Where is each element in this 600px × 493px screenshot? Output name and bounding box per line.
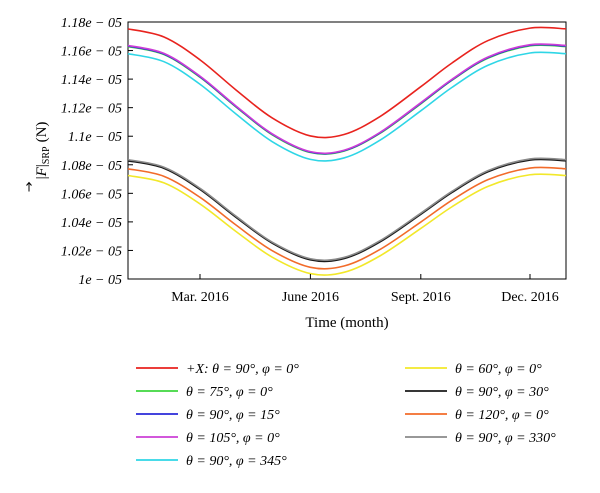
x-tick-label: Mar. 2016 <box>171 290 229 305</box>
x-tick-label: Sept. 2016 <box>391 290 451 305</box>
y-tick-label: 1.18e − 05 <box>61 16 122 31</box>
legend-label: θ = 90°, φ = 15° <box>186 408 280 423</box>
series-line <box>127 43 567 155</box>
series-line <box>127 158 567 263</box>
svg-text:|F|SRP(N): |F|SRP(N) <box>34 122 52 180</box>
legend-label: θ = 120°, φ = 0° <box>455 408 549 423</box>
legend-label: θ = 105°, φ = 0° <box>186 431 280 446</box>
legend-label: +X: θ = 90°, φ = 0° <box>186 362 299 377</box>
legend: +X: θ = 90°, φ = 0° θ = 75°, φ = 0° θ = 90… <box>136 362 556 469</box>
y-tick-label: 1.04e − 05 <box>61 216 122 231</box>
y-tick-label: 1.16e − 05 <box>61 45 122 60</box>
series-line <box>127 157 567 262</box>
y-tick-label: 1.08e − 05 <box>61 159 122 174</box>
y-axis-title-bar-left: | <box>34 176 50 179</box>
y-axis-ticks: 1e − 05 1.02e − 05 1.04e − 05 1.06e − 05 1.0… <box>61 16 133 288</box>
y-axis-title-subscript: SRP <box>41 146 52 164</box>
plot-frame <box>127 21 567 280</box>
series-line <box>127 173 567 276</box>
series-line <box>127 166 567 270</box>
series-line <box>127 26 567 139</box>
x-axis-ticks: Mar. 2016 June 2016 Sept. 2016 Dec. 2016 <box>171 274 559 305</box>
y-tick-label: 1e − 05 <box>78 273 122 288</box>
y-axis-title: |F|SRP(N) <box>26 122 52 192</box>
y-tick-label: 1.06e − 05 <box>61 187 122 202</box>
legend-label: θ = 75°, φ = 0° <box>186 385 273 400</box>
y-tick-label: 1.12e − 05 <box>61 102 122 117</box>
x-tick-label: Dec. 2016 <box>501 290 559 305</box>
plot-area: Mar. 2016 June 2016 Sept. 2016 Dec. 2016 1e… <box>61 16 567 305</box>
vector-arrow-icon <box>26 181 32 192</box>
x-axis-title: Time (month) <box>305 315 388 331</box>
y-axis-title-unit: (N) <box>34 122 50 143</box>
x-tick-label: June 2016 <box>282 290 339 305</box>
y-tick-label: 1.02e − 05 <box>61 244 122 259</box>
y-axis-title-bar-right: | <box>34 164 50 167</box>
legend-label: θ = 90°, φ = 30° <box>455 385 549 400</box>
y-tick-label: 1.14e − 05 <box>61 73 122 88</box>
series-layer <box>127 26 567 276</box>
legend-label: θ = 60°, φ = 0° <box>455 362 542 377</box>
legend-label: θ = 90°, φ = 330° <box>455 431 556 446</box>
legend-label: θ = 90°, φ = 345° <box>186 454 287 469</box>
y-axis-title-vector: F <box>34 166 50 177</box>
y-tick-label: 1.1e − 05 <box>68 130 122 145</box>
series-line <box>127 51 567 162</box>
series-line <box>127 44 567 155</box>
